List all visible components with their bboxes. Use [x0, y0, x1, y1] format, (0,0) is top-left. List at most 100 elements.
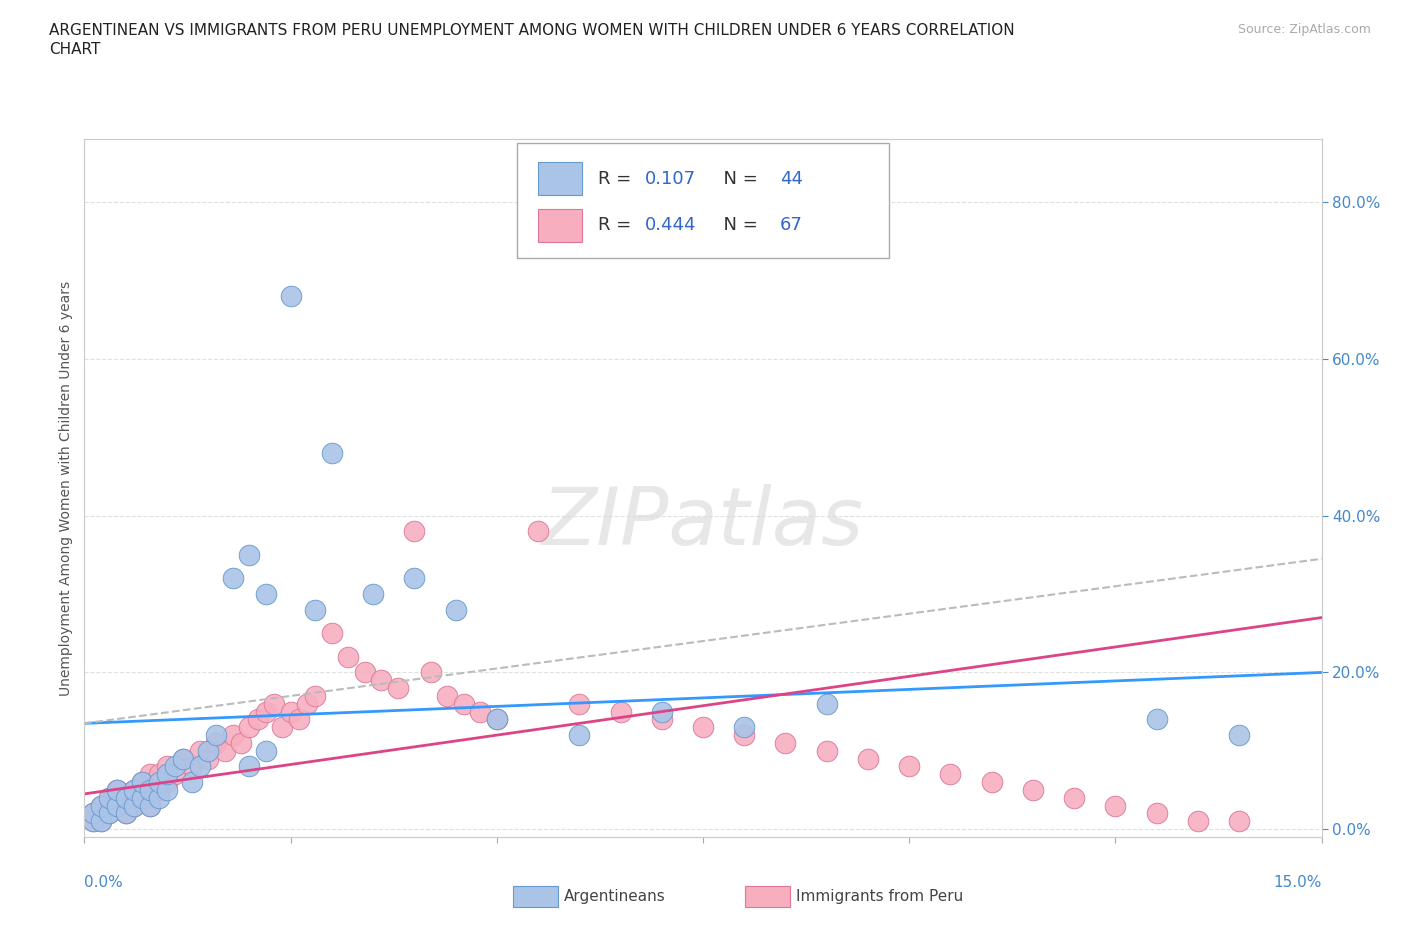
Point: [1022, 782, 1045, 797]
Point: [733, 720, 755, 735]
Point: [321, 626, 343, 641]
Point: [898, 759, 921, 774]
Point: [485, 712, 508, 727]
Point: [222, 727, 245, 742]
Point: [131, 790, 153, 805]
Point: [122, 782, 145, 797]
Point: [114, 790, 136, 805]
Point: [122, 798, 145, 813]
Point: [775, 736, 797, 751]
Point: [90, 814, 112, 829]
Y-axis label: Unemployment Among Women with Children Under 6 years: Unemployment Among Women with Children U…: [59, 281, 73, 696]
Point: [180, 775, 202, 790]
Point: [139, 798, 162, 813]
Point: [733, 727, 755, 742]
Point: [271, 720, 294, 735]
Point: [404, 524, 426, 538]
FancyBboxPatch shape: [517, 143, 889, 259]
Point: [254, 704, 277, 719]
Point: [222, 571, 245, 586]
Point: [148, 790, 170, 805]
Point: [98, 806, 121, 821]
Point: [370, 672, 392, 687]
Point: [114, 790, 136, 805]
Point: [404, 571, 426, 586]
Point: [304, 688, 326, 703]
Point: [436, 688, 458, 703]
Point: [188, 759, 211, 774]
Point: [353, 665, 375, 680]
Point: [280, 289, 302, 304]
Point: [815, 697, 838, 711]
Point: [288, 712, 311, 727]
Point: [156, 759, 179, 774]
Point: [1063, 790, 1085, 805]
Text: 44: 44: [780, 169, 803, 188]
Point: [254, 743, 277, 758]
Point: [197, 751, 219, 766]
Point: [156, 775, 179, 790]
Point: [122, 782, 145, 797]
Point: [321, 445, 343, 460]
Text: Immigrants from Peru: Immigrants from Peru: [796, 889, 963, 904]
Point: [419, 665, 441, 680]
Text: 0.444: 0.444: [645, 217, 696, 234]
Point: [82, 806, 104, 821]
Text: Source: ZipAtlas.com: Source: ZipAtlas.com: [1237, 23, 1371, 36]
Point: [90, 798, 112, 813]
Point: [131, 775, 153, 790]
Point: [98, 790, 121, 805]
Point: [1146, 712, 1168, 727]
Point: [156, 782, 179, 797]
Point: [105, 782, 128, 797]
Point: [98, 806, 121, 821]
Point: [114, 806, 136, 821]
Point: [82, 814, 104, 829]
FancyBboxPatch shape: [538, 208, 582, 242]
Point: [205, 736, 228, 751]
Text: 67: 67: [780, 217, 803, 234]
Point: [139, 782, 162, 797]
Point: [568, 727, 591, 742]
Point: [609, 704, 631, 719]
Point: [156, 767, 179, 782]
Text: 15.0%: 15.0%: [1274, 875, 1322, 890]
Point: [98, 790, 121, 805]
Point: [82, 814, 104, 829]
Point: [939, 767, 962, 782]
Point: [1146, 806, 1168, 821]
Point: [172, 751, 194, 766]
Point: [90, 798, 112, 813]
Point: [1104, 798, 1126, 813]
Point: [815, 743, 838, 758]
Point: [453, 697, 475, 711]
FancyBboxPatch shape: [538, 162, 582, 195]
Point: [131, 775, 153, 790]
Text: 0.0%: 0.0%: [84, 875, 124, 890]
Text: N =: N =: [711, 217, 763, 234]
Point: [148, 767, 170, 782]
Point: [361, 587, 384, 602]
Point: [238, 759, 260, 774]
Point: [1227, 814, 1250, 829]
Text: ARGENTINEAN VS IMMIGRANTS FROM PERU UNEMPLOYMENT AMONG WOMEN WITH CHILDREN UNDER: ARGENTINEAN VS IMMIGRANTS FROM PERU UNEM…: [49, 23, 1015, 38]
Point: [263, 697, 285, 711]
Point: [197, 743, 219, 758]
Point: [165, 759, 187, 774]
Text: R =: R =: [598, 217, 637, 234]
Text: N =: N =: [711, 169, 763, 188]
Point: [148, 775, 170, 790]
Text: ZIPatlas: ZIPatlas: [541, 485, 865, 562]
Text: CHART: CHART: [49, 42, 101, 57]
Point: [651, 712, 673, 727]
Point: [122, 798, 145, 813]
Point: [114, 806, 136, 821]
Point: [485, 712, 508, 727]
Point: [139, 798, 162, 813]
Point: [180, 759, 202, 774]
Point: [188, 743, 211, 758]
Point: [172, 751, 194, 766]
Point: [692, 720, 714, 735]
Point: [105, 798, 128, 813]
Point: [304, 603, 326, 618]
